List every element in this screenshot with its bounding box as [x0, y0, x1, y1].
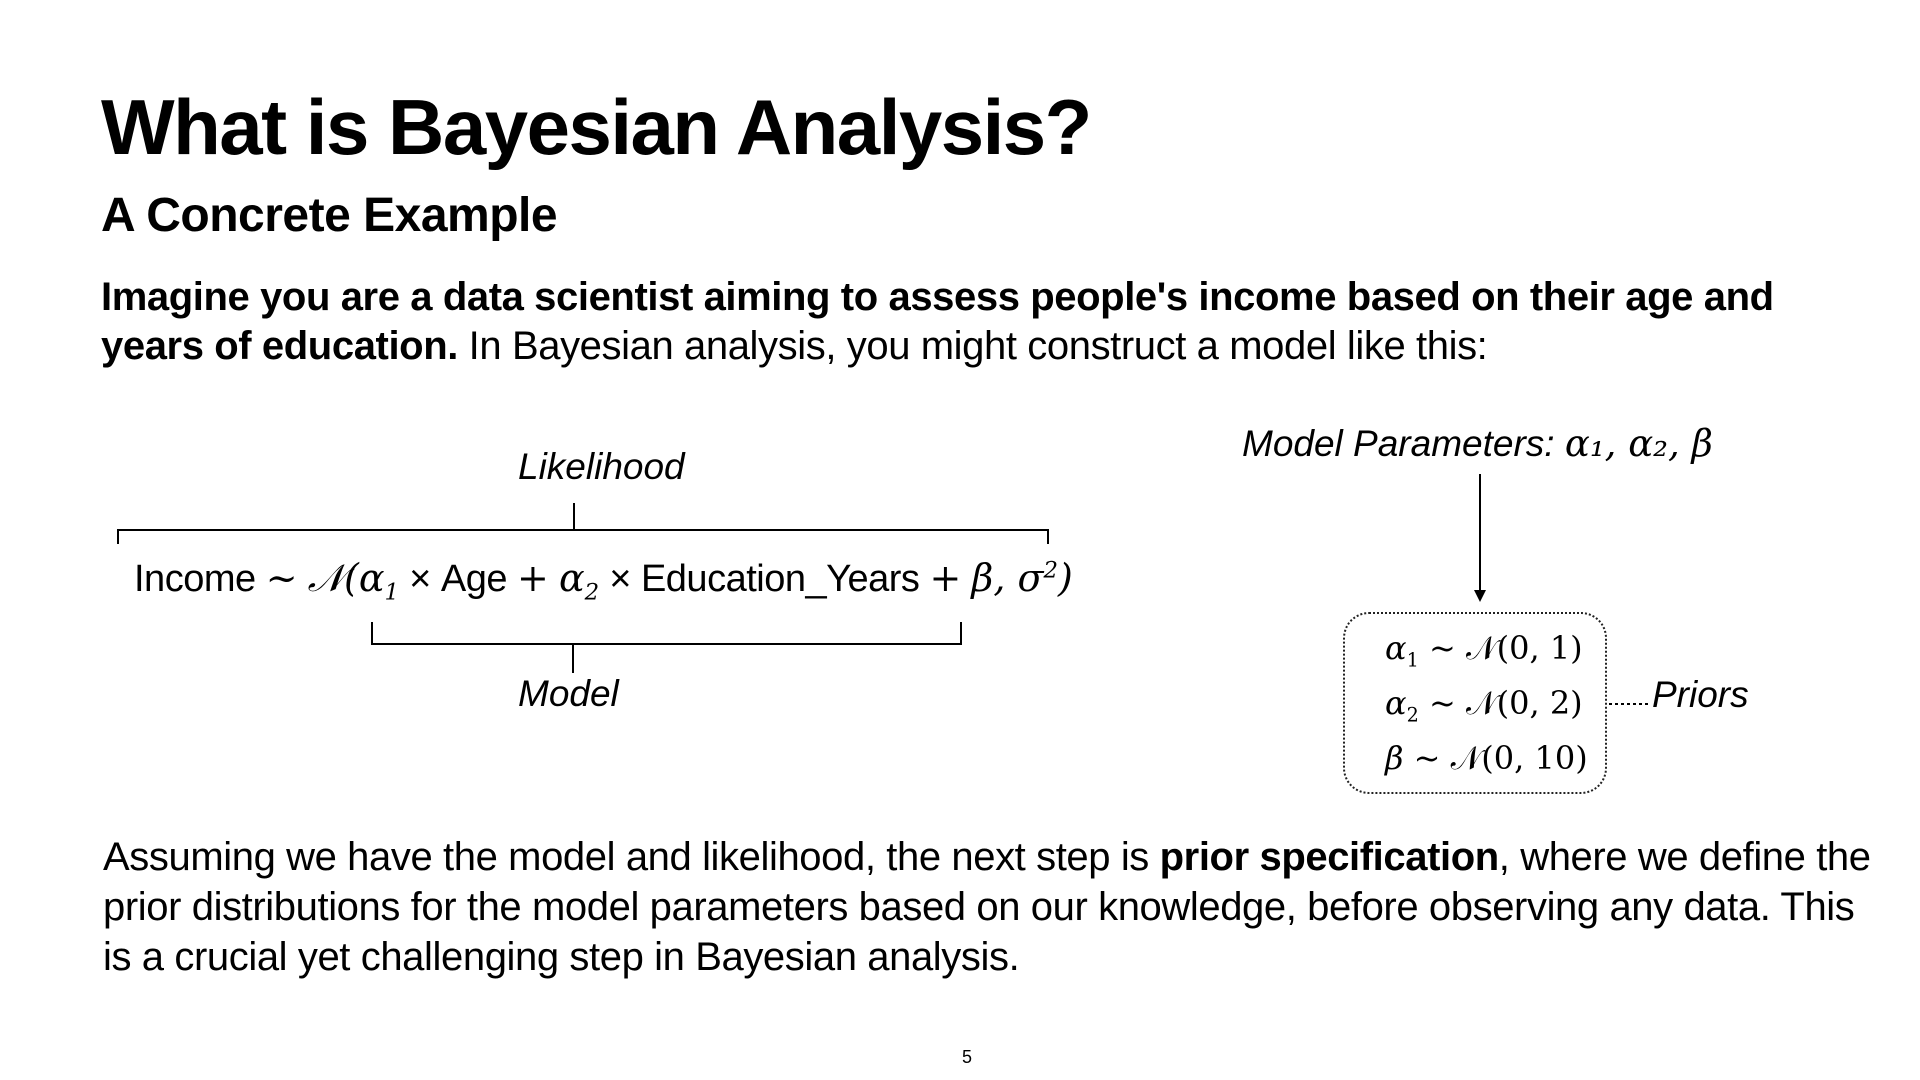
- intro-bold-text: Imagine you are a data scientist aiming …: [101, 275, 1774, 368]
- prior-symbol: β: [1385, 739, 1404, 777]
- model-label: Model: [518, 673, 619, 714]
- prior-sub: 2: [1406, 703, 1419, 727]
- eq-tilde: ~: [265, 556, 298, 600]
- priors-box: α1 ~ 𝒩(0, 1) α2 ~ 𝒩(0, 2) β ~ 𝒩(0, 10): [1343, 612, 1607, 794]
- eq-sub2: 2: [584, 579, 600, 606]
- prior-alpha2: α2 ~ 𝒩(0, 2): [1385, 684, 1583, 726]
- eq-plus2: +: [929, 556, 962, 600]
- prior-symbol: α: [1385, 629, 1407, 667]
- prior-symbol: α: [1385, 684, 1407, 722]
- eq-income: Income: [134, 558, 256, 600]
- model-bracket: [371, 622, 962, 645]
- conclusion-bold-text: prior specification: [1159, 835, 1500, 879]
- conclusion-paragraph: Assuming we have the model and likelihoo…: [103, 832, 1883, 982]
- eq-education: Education_Years: [640, 558, 920, 600]
- slide-title: What is Bayesian Analysis?: [101, 83, 1092, 171]
- likelihood-bracket: [117, 529, 1049, 544]
- priors-label: Priors: [1652, 674, 1749, 715]
- eq-alpha2: α: [558, 556, 585, 600]
- eq-sub1: 1: [384, 579, 400, 606]
- eq-squared: 2: [1043, 557, 1058, 584]
- eq-age: Age: [440, 558, 508, 600]
- intro-paragraph: Imagine you are a data scientist aiming …: [101, 273, 1861, 371]
- prior-beta: β ~ 𝒩(0, 10): [1385, 739, 1588, 781]
- prior-alpha1: α1 ~ 𝒩(0, 1): [1385, 629, 1583, 671]
- eq-times2: ×: [609, 558, 631, 600]
- eq-alpha1: α: [358, 556, 385, 600]
- prior-expr: ~ 𝒩(0, 2): [1429, 684, 1583, 722]
- likelihood-label: Likelihood: [518, 446, 685, 487]
- intro-text: In Bayesian analysis, you might construc…: [457, 324, 1488, 368]
- eq-times1: ×: [409, 558, 431, 600]
- slide-subtitle: A Concrete Example: [101, 189, 558, 242]
- conclusion-text-1: Assuming we have the model and likelihoo…: [103, 835, 1160, 879]
- prior-expr: ~ 𝒩(0, 1): [1429, 629, 1583, 667]
- model-parameters-label: Model Parameters: α₁, α₂, β: [1242, 422, 1713, 465]
- params-arrow-head: [1474, 590, 1486, 602]
- page-number: 5: [962, 1047, 973, 1067]
- eq-normal: 𝒩: [307, 556, 344, 600]
- model-equation: Income ~ 𝒩(α1 × Age + α2 × Education_Yea…: [134, 556, 1073, 606]
- prior-expr: ~ 𝒩(0, 10): [1413, 739, 1588, 777]
- eq-beta: β: [971, 556, 994, 600]
- eq-plus1: +: [517, 556, 549, 600]
- params-text: Model Parameters:: [1242, 423, 1555, 464]
- prior-sub: 1: [1406, 648, 1419, 672]
- eq-sigma: σ: [1017, 556, 1044, 600]
- conclusion-text-2: , where we define the prior distribution…: [103, 835, 1871, 979]
- params-math: α₁, α₂, β: [1564, 422, 1713, 465]
